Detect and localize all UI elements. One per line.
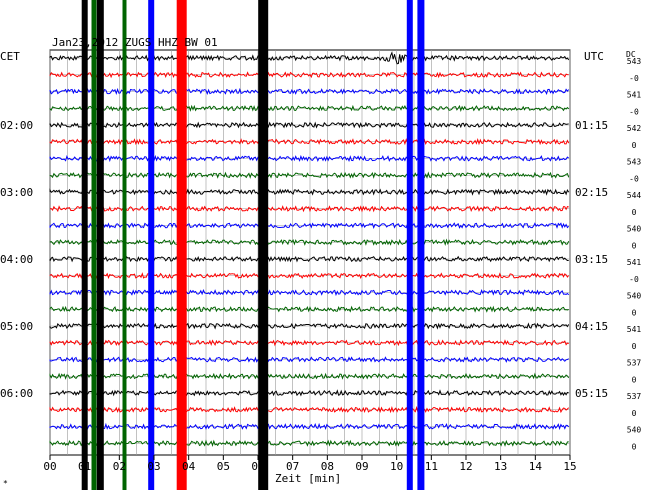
footer-mark: * bbox=[3, 479, 8, 488]
signal-band bbox=[122, 0, 127, 490]
seismic-trace bbox=[49, 389, 569, 397]
left-timezone: CET bbox=[0, 50, 20, 63]
dc-offset-label: 541 bbox=[627, 325, 642, 334]
labels: 00 01 02 03 04 05 06 07 08 09 10 11 12 13 14 1502:0003:… bbox=[0, 57, 641, 473]
x-tick-label: 10 bbox=[390, 460, 403, 473]
dc-offset-label: 544 bbox=[627, 191, 642, 200]
x-tick-label: 06 bbox=[251, 460, 264, 473]
seismic-trace bbox=[49, 255, 569, 263]
x-tick-label: 08 bbox=[321, 460, 334, 473]
dc-offset-label: 540 bbox=[627, 426, 642, 435]
seismic-trace bbox=[49, 272, 570, 280]
left-time-label: 06:00 bbox=[0, 387, 33, 400]
left-time-label: 05:00 bbox=[0, 320, 33, 333]
x-tick-label: 03 bbox=[147, 460, 160, 473]
dc-offset-label: 537 bbox=[627, 359, 642, 368]
x-tick-label: 00 bbox=[43, 460, 56, 473]
x-tick-label: 04 bbox=[182, 460, 196, 473]
dc-offset-label: 0 bbox=[632, 141, 637, 150]
dc-offset-label: 0 bbox=[632, 208, 637, 217]
right-time-label: 01:15 bbox=[575, 119, 608, 132]
x-tick-label: 13 bbox=[494, 460, 507, 473]
seismic-trace bbox=[49, 104, 570, 112]
seismic-trace bbox=[49, 305, 569, 313]
seismic-trace bbox=[49, 87, 570, 96]
dc-offset-label: 0 bbox=[632, 308, 637, 317]
dc-offset-label: 0 bbox=[632, 375, 637, 384]
dc-offset-label: -0 bbox=[629, 107, 639, 116]
seismic-trace bbox=[49, 51, 570, 65]
seismic-trace bbox=[49, 238, 570, 246]
x-tick-label: 02 bbox=[113, 460, 126, 473]
dc-offset-label: 543 bbox=[627, 158, 642, 167]
x-tick-label: 12 bbox=[459, 460, 472, 473]
dc-offset-label: 541 bbox=[627, 258, 642, 267]
left-time-label: 03:00 bbox=[0, 186, 33, 199]
signal-band bbox=[96, 0, 104, 490]
traces bbox=[49, 51, 570, 448]
chart-title: Jan23,2012 ZUGS HHZ BW 01 bbox=[52, 36, 218, 49]
seismic-trace bbox=[49, 372, 570, 381]
seismic-trace bbox=[49, 288, 570, 297]
left-time-label: 02:00 bbox=[0, 119, 33, 132]
dc-offset-label: 0 bbox=[632, 409, 637, 418]
seismic-trace bbox=[49, 322, 570, 330]
dc-offset-label: 0 bbox=[632, 241, 637, 250]
dc-header: DC bbox=[626, 50, 636, 59]
x-tick-label: 09 bbox=[355, 460, 368, 473]
dc-offset-label: 543 bbox=[627, 57, 642, 66]
seismic-trace bbox=[49, 356, 569, 363]
signal-band bbox=[148, 0, 155, 490]
dc-offset-label: 542 bbox=[627, 124, 642, 133]
signal-bands bbox=[81, 0, 425, 490]
signal-band bbox=[176, 0, 187, 490]
dc-offset-label: 537 bbox=[627, 392, 642, 401]
seismic-trace bbox=[49, 71, 569, 79]
dc-offset-label: 541 bbox=[627, 91, 642, 100]
seismic-trace bbox=[49, 205, 569, 213]
right-time-label: 02:15 bbox=[575, 186, 608, 199]
seismic-trace bbox=[49, 138, 570, 146]
signal-band bbox=[258, 0, 269, 490]
x-tick-label: 15 bbox=[563, 460, 576, 473]
dc-offset-label: -0 bbox=[629, 275, 639, 284]
right-time-label: 05:15 bbox=[575, 387, 608, 400]
right-time-label: 03:15 bbox=[575, 253, 608, 266]
x-tick-label: 07 bbox=[286, 460, 299, 473]
signal-band bbox=[406, 0, 413, 490]
dc-offset-label: 0 bbox=[632, 442, 637, 451]
signal-band bbox=[81, 0, 88, 490]
dc-offset-label: 540 bbox=[627, 292, 642, 301]
seismic-trace bbox=[49, 221, 570, 230]
seismic-trace bbox=[49, 154, 569, 163]
signal-band bbox=[417, 0, 425, 490]
seismic-trace bbox=[49, 405, 570, 414]
x-tick-label: 01 bbox=[78, 460, 91, 473]
dc-offset-label: 0 bbox=[632, 342, 637, 351]
dc-offset-label: -0 bbox=[629, 74, 639, 83]
dc-offset-label: 540 bbox=[627, 225, 642, 234]
x-tick-label: 05 bbox=[217, 460, 230, 473]
left-time-label: 04:00 bbox=[0, 253, 33, 266]
right-timezone: UTC bbox=[584, 50, 604, 63]
seismic-trace bbox=[49, 121, 569, 129]
seismic-trace bbox=[49, 339, 569, 347]
signal-band bbox=[91, 0, 97, 490]
dc-offset-label: -0 bbox=[629, 174, 639, 183]
seismic-trace bbox=[49, 188, 570, 196]
x-tick-label: 11 bbox=[425, 460, 438, 473]
seismic-trace bbox=[49, 171, 570, 179]
x-tick-label: 14 bbox=[529, 460, 543, 473]
seismic-trace bbox=[49, 422, 570, 431]
x-axis-label: Zeit [min] bbox=[275, 472, 341, 485]
right-time-label: 04:15 bbox=[575, 320, 608, 333]
seismic-trace bbox=[49, 439, 569, 448]
